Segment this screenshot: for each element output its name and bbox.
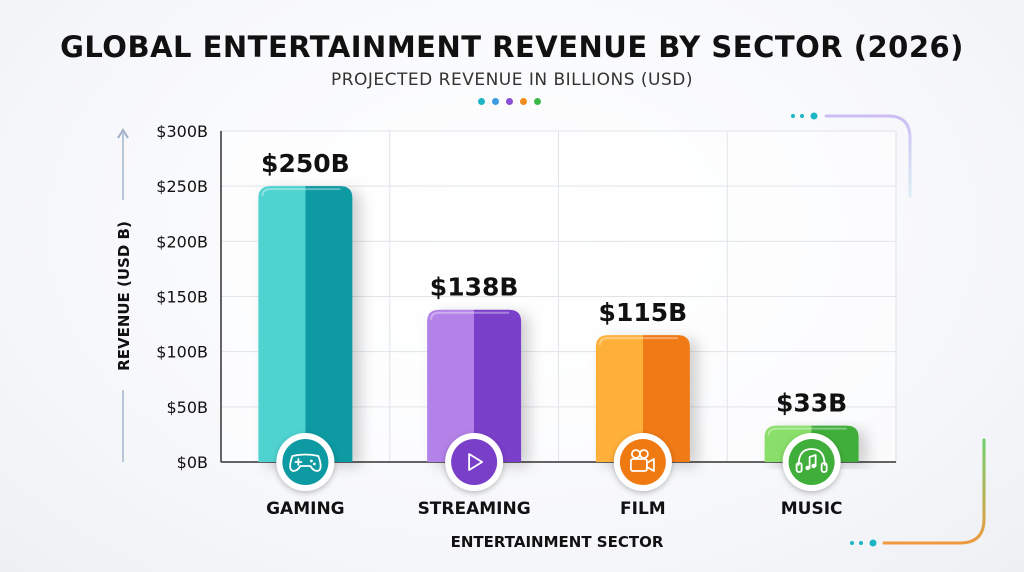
y-axis-ticks: $0B $50B $100B $150B $200B $250B $300B: [156, 122, 208, 472]
x-axis-label: ENTERTAINMENT SECTOR: [451, 533, 664, 551]
y-tick-label: $100B: [156, 343, 208, 362]
y-tick-label: $200B: [156, 232, 208, 251]
y-tick-label: $0B: [177, 453, 208, 472]
decor-dots: [478, 98, 541, 105]
decor-dot: [520, 98, 527, 105]
bars: $250B $138B $115B $33B: [258, 149, 859, 491]
decor-dot: [492, 98, 499, 105]
icon-badge: [619, 439, 666, 485]
data-label: $33B: [776, 389, 847, 418]
music-note-icon: [795, 448, 828, 473]
bar: [427, 309, 522, 462]
decor-dot: [478, 98, 485, 105]
y-tick-label: $150B: [156, 288, 208, 307]
gamepad-icon: [289, 453, 322, 472]
y-axis-label: REVENUE (USD B): [115, 221, 133, 371]
decor-dot: [506, 98, 513, 105]
play-icon: [468, 453, 484, 471]
decor-bottom-right: [850, 438, 986, 547]
bar-group-music: $33B: [764, 389, 859, 491]
x-axis-ticks: GAMING STREAMING FILM MUSIC: [266, 499, 842, 519]
bar-highlight: [430, 311, 510, 320]
decor-top-right: [791, 112, 912, 198]
data-label: $250B: [261, 149, 350, 178]
decor-dot: [534, 98, 541, 105]
icon-badge: [282, 439, 329, 485]
x-tick-label: FILM: [620, 499, 666, 519]
bar-highlight: [598, 337, 678, 346]
y-tick-label: $300B: [156, 122, 208, 141]
y-tick-label: $50B: [166, 398, 208, 417]
bar-group-film: $115B: [595, 298, 690, 491]
x-tick-label: GAMING: [266, 499, 345, 519]
data-label: $138B: [430, 273, 519, 302]
icon-badge: [788, 439, 835, 485]
x-tick-label: STREAMING: [418, 499, 531, 519]
bar-highlight: [767, 427, 847, 436]
data-label: $115B: [599, 298, 688, 327]
decor-y-arrow: [117, 128, 129, 462]
x-tick-label: MUSIC: [781, 499, 843, 519]
bar-highlight: [261, 188, 341, 197]
film-camera-icon: [629, 449, 655, 472]
bar: [258, 186, 353, 462]
chart-subtitle: PROJECTED REVENUE IN BILLIONS (USD): [330, 70, 694, 90]
bar-group-streaming: $138B: [427, 273, 522, 491]
bar: [595, 335, 690, 462]
chart-title: GLOBAL ENTERTAINMENT REVENUE BY SECTOR (…: [60, 30, 964, 64]
bar-group-gaming: $250B: [258, 149, 353, 491]
icon-badge: [451, 439, 498, 485]
y-tick-label: $250B: [156, 177, 208, 196]
